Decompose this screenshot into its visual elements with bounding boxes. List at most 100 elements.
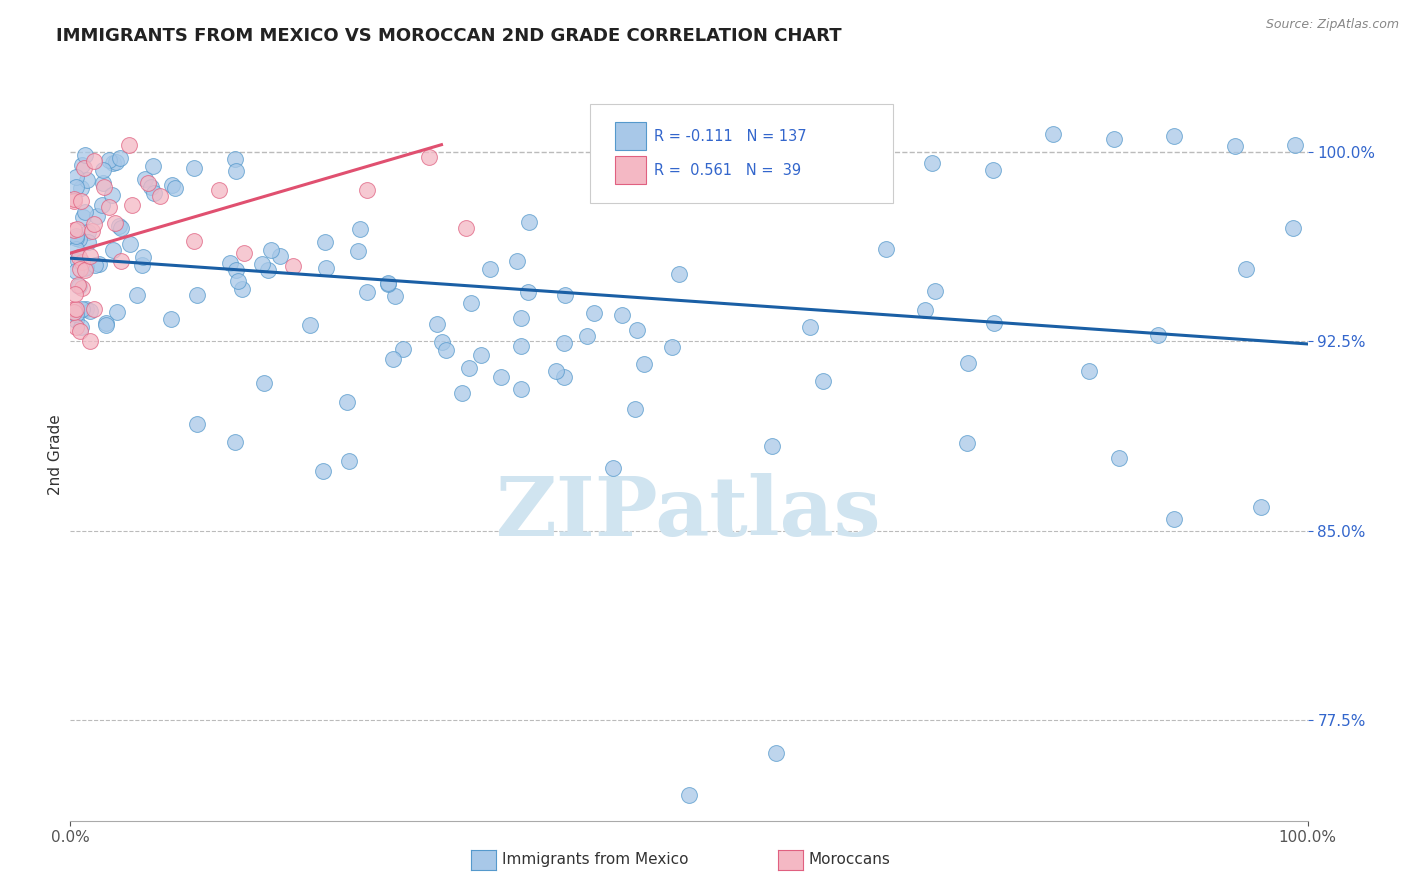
Point (253, 376, 276, 390)
Point (626, 323, 648, 337)
Point (87, 257, 110, 271)
Point (101, 243, 124, 257)
Point (337, 454, 360, 468)
Point (981, 162, 1004, 177)
FancyBboxPatch shape (591, 103, 893, 202)
Point (665, 154, 688, 169)
Point (90, 197, 112, 211)
Y-axis label: 2nd Grade: 2nd Grade (48, 415, 63, 495)
Point (70, 194, 93, 208)
Point (65, 307, 87, 321)
Text: Source: ZipAtlas.com: Source: ZipAtlas.com (1265, 18, 1399, 31)
Point (65, 228, 87, 243)
Point (430, 335, 453, 350)
Point (811, 374, 834, 388)
Point (86, 209, 108, 223)
Point (84, 258, 107, 272)
Point (93, 179, 115, 194)
Point (799, 320, 821, 334)
Point (260, 244, 283, 258)
Point (456, 221, 478, 235)
Point (96, 318, 118, 333)
Point (434, 343, 457, 357)
Point (381, 351, 404, 366)
Point (458, 360, 481, 375)
Point (98, 153, 121, 168)
Point (100, 187, 122, 202)
Point (678, 789, 700, 803)
Point (143, 186, 166, 200)
Point (183, 234, 205, 248)
Point (63, 223, 86, 237)
Point (67, 278, 90, 293)
Text: R =  0.561   N =  39: R = 0.561 N = 39 (654, 163, 801, 178)
Point (875, 242, 897, 256)
Point (186, 417, 208, 431)
Point (740, 145, 762, 159)
Point (208, 184, 231, 198)
Point (69, 181, 91, 195)
Point (510, 311, 533, 326)
Point (63, 305, 86, 319)
Point (392, 342, 415, 356)
Point (661, 340, 683, 354)
Point (1108, 450, 1130, 465)
Point (160, 178, 183, 193)
Point (479, 262, 502, 277)
Point (67, 250, 90, 264)
Point (224, 152, 246, 166)
Point (1042, 127, 1064, 141)
Point (860, 160, 883, 174)
Point (118, 138, 141, 153)
Point (506, 254, 529, 268)
Point (232, 246, 254, 260)
Point (553, 336, 575, 351)
Point (418, 150, 440, 164)
Point (65, 302, 87, 317)
Point (70, 281, 93, 295)
Point (108, 219, 131, 233)
Point (79, 334, 101, 349)
Point (65, 242, 87, 256)
Point (299, 318, 322, 332)
Point (96, 316, 118, 330)
Point (70, 255, 93, 269)
Point (225, 164, 247, 178)
Point (219, 256, 242, 270)
Point (136, 176, 159, 190)
Point (118, 237, 141, 252)
Point (509, 382, 531, 396)
Point (1146, 328, 1168, 343)
Point (668, 267, 690, 281)
Point (226, 274, 249, 288)
Point (73, 262, 96, 277)
Point (65, 320, 87, 334)
Point (349, 222, 371, 236)
Point (1250, 500, 1272, 515)
Point (914, 302, 936, 317)
Point (384, 288, 406, 302)
Text: R = -0.111   N = 137: R = -0.111 N = 137 (654, 128, 807, 144)
Point (110, 254, 132, 268)
Point (93, 176, 115, 190)
Point (765, 746, 787, 760)
Point (576, 329, 599, 343)
Point (72, 210, 94, 224)
Point (69, 261, 91, 276)
Point (165, 181, 187, 195)
Point (83, 217, 105, 231)
Point (75, 302, 97, 317)
Point (460, 296, 482, 310)
Point (103, 156, 125, 170)
Point (1234, 262, 1257, 277)
Point (63, 194, 86, 208)
Point (186, 288, 208, 302)
Point (91, 163, 114, 178)
Point (76, 225, 98, 239)
Point (149, 189, 172, 203)
Point (69, 319, 91, 334)
Point (73, 260, 96, 275)
Point (79, 249, 101, 263)
Point (281, 259, 304, 273)
Point (63, 286, 86, 301)
